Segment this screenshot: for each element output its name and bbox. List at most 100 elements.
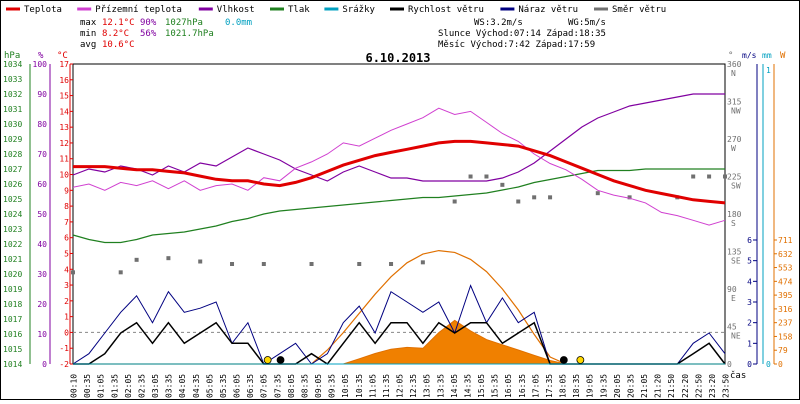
temp-tick-9: 7 — [64, 218, 69, 227]
w-tick-0: 0 — [778, 360, 783, 369]
axis-unit-time: čas — [730, 370, 746, 381]
plot-area — [71, 93, 727, 366]
time-tick-16: 08:05 — [287, 374, 296, 398]
w-tick-2: 158 — [778, 332, 793, 341]
w-tick-4: 316 — [778, 305, 793, 314]
axis-unit-hpa: hPa — [4, 51, 20, 61]
pct-tick-6: 60 — [37, 180, 47, 189]
hpa-tick-20: 1034 — [3, 60, 22, 69]
temp-tick-4: 2 — [64, 297, 69, 306]
wind-dir-point-14 — [500, 182, 505, 187]
wind-dir-point-2 — [134, 257, 139, 262]
wind-dir-point-3 — [166, 256, 171, 261]
dir-tick-3: 225 — [727, 173, 742, 182]
legend: Teplota Přízemní teplota Vlhkost Tlak Srážky… — [6, 5, 666, 15]
hpa-tick-5: 1019 — [3, 285, 22, 294]
hpa-tick-3: 1017 — [3, 315, 22, 324]
time-tick-47: 23:20 — [708, 374, 717, 398]
stat-max-press: 1027hPa — [165, 18, 203, 28]
stat-wg: WG:5m/s — [568, 18, 606, 28]
wind-dir-point-17 — [548, 195, 553, 200]
ms-tick-1: 1 — [747, 339, 752, 348]
legend-label-5: Rychlost větru — [408, 5, 484, 15]
stat-min-label: min — [80, 29, 96, 39]
wind-dir-point-6 — [261, 262, 266, 266]
dir-compass-1: NW — [731, 107, 741, 116]
time-tick-45: 22:20 — [681, 374, 690, 398]
moonrise-marker — [276, 356, 285, 364]
temp-tick-3: 1 — [64, 313, 69, 322]
pct-tick-4: 40 — [37, 240, 47, 249]
hpa-tick-10: 1024 — [3, 210, 22, 219]
pressure-line — [72, 168, 725, 244]
hpa-tick-8: 1022 — [3, 240, 22, 249]
wind-dir-point-19 — [627, 195, 632, 200]
temp-tick-6: 4 — [64, 265, 69, 274]
wind-dir-point-22 — [707, 174, 712, 179]
dir-tick-4: 180 — [727, 210, 742, 219]
time-tick-18: 09:05 — [314, 374, 323, 398]
pct-tick-5: 50 — [37, 210, 47, 219]
sunrise-marker — [263, 356, 272, 364]
wind-dir-point-8 — [357, 262, 362, 266]
time-tick-25: 12:35 — [409, 374, 418, 398]
hpa-tick-0: 1014 — [3, 360, 22, 369]
time-tick-24: 12:05 — [396, 374, 405, 398]
time-tick-11: 05:35 — [219, 374, 228, 398]
time-tick-0: 00:10 — [70, 374, 79, 398]
time-tick-41: 20:35 — [626, 374, 635, 398]
time-tick-4: 02:05 — [124, 374, 133, 398]
temp-tick-10: 8 — [64, 202, 69, 211]
hpa-tick-4: 1018 — [3, 300, 22, 309]
time-tick-43: 21:20 — [654, 374, 663, 398]
temperature-line — [73, 139, 726, 205]
ms-tick-6: 6 — [747, 236, 752, 245]
time-tick-8: 04:05 — [178, 374, 187, 398]
stat-max-hum: 90% — [140, 18, 157, 28]
temp-tick-14: 12 — [59, 139, 69, 148]
chart-title: 6.10.2013 — [365, 51, 430, 65]
stat-avg-label: avg — [80, 40, 96, 50]
dir-compass-3: SW — [731, 182, 741, 191]
pct-tick-3: 30 — [37, 270, 47, 279]
wind-dir-point-21 — [691, 174, 696, 179]
ground-temp-line — [72, 107, 726, 226]
hpa-tick-13: 1027 — [3, 165, 22, 174]
hpa-tick-19: 1033 — [3, 75, 22, 84]
time-tick-15: 07:35 — [273, 374, 282, 398]
temp-tick-2: 0 — [64, 328, 69, 337]
time-tick-29: 14:35 — [463, 374, 472, 398]
dir-tick-1: 315 — [727, 98, 742, 107]
w-tick-5: 395 — [778, 291, 793, 300]
axis-unit-degc: °C — [57, 51, 68, 61]
time-tick-46: 22:50 — [694, 374, 703, 398]
temp-tick-12: 10 — [59, 171, 69, 180]
hpa-tick-16: 1030 — [3, 120, 22, 129]
time-tick-39: 19:35 — [599, 374, 608, 398]
dir-tick-2: 270 — [727, 135, 742, 144]
moonset-marker — [559, 356, 568, 364]
time-tick-17: 08:35 — [300, 374, 309, 398]
dir-compass-2: W — [731, 144, 736, 153]
hpa-tick-14: 1028 — [3, 150, 22, 159]
wind-dir-point-9 — [389, 262, 394, 266]
temp-tick-1: -1 — [59, 344, 69, 353]
w-tick-6: 474 — [778, 277, 793, 286]
temp-tick-16: 14 — [59, 107, 69, 116]
w-tick-9: 711 — [778, 236, 793, 245]
time-tick-40: 20:05 — [613, 374, 622, 398]
mm-tick-1: 1 — [766, 66, 771, 75]
wind-dir-point-18 — [595, 191, 600, 196]
legend-label-1: Přízemní teplota — [95, 5, 182, 15]
dir-tick-8: 0 — [727, 360, 732, 369]
time-tick-34: 17:05 — [531, 374, 540, 398]
dir-compass-5: SE — [731, 257, 741, 266]
time-tick-12: 06:05 — [233, 374, 242, 398]
time-tick-19: 09:35 — [328, 374, 337, 398]
temp-tick-0: -2 — [59, 360, 69, 369]
time-tick-20: 10:05 — [341, 374, 350, 398]
wind-dir-point-15 — [516, 199, 521, 204]
sunset-marker — [576, 356, 585, 364]
time-tick-27: 13:35 — [436, 374, 445, 398]
